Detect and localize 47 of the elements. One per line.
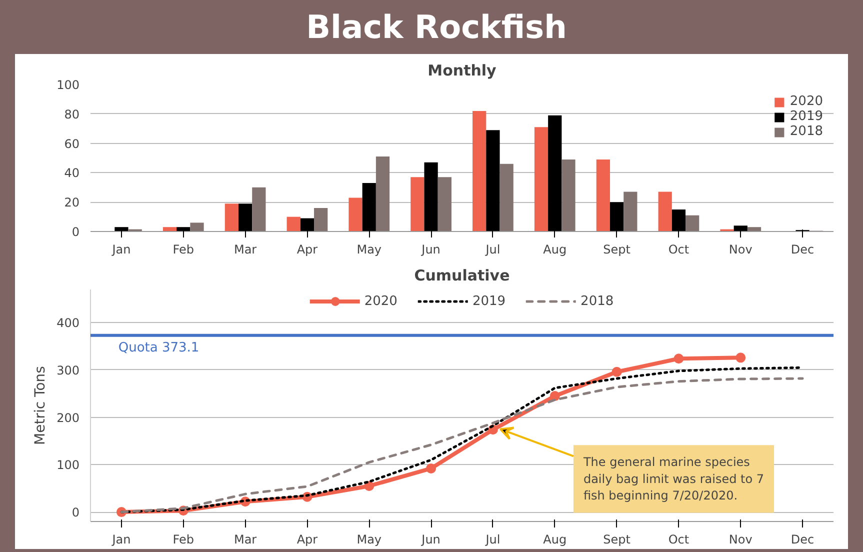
x-tick-label: Aug [543, 242, 567, 256]
x-tick-label: Sept [603, 532, 631, 546]
chart-title: Cumulative [414, 266, 510, 284]
chart-title: Black Rockfish [306, 7, 567, 48]
chart-subtitle: Monthly [428, 62, 497, 80]
x-tick-label: Dec [790, 532, 814, 546]
ref-line-label: Quota 373.1 [118, 340, 200, 356]
y-tick-label: 0 [72, 506, 80, 520]
x-tick-label: Dec [790, 242, 814, 256]
x-tick-label: May [356, 242, 382, 256]
legend-label: 2019 [790, 109, 823, 124]
legend-label: 2020 [364, 294, 398, 308]
y-tick-label: 40 [64, 166, 80, 180]
y-tick-label: 200 [56, 410, 80, 425]
x-tick-label: Sept [603, 242, 631, 256]
x-tick-label: Nov [728, 532, 752, 546]
x-tick-label: Mar [234, 242, 257, 256]
y-tick-label: 0 [72, 225, 80, 239]
x-tick-label: Jul [484, 242, 500, 256]
x-tick-label: Jun [420, 242, 440, 256]
x-tick-label: Jan [111, 242, 131, 256]
x-tick-label: Nov [728, 242, 752, 256]
legend-label: 2018 [790, 124, 823, 139]
x-tick-label: Jul [484, 532, 500, 546]
y-tick-label: 100 [56, 78, 80, 92]
x-tick-label: Apr [296, 242, 318, 256]
x-tick-label: Jan [111, 532, 131, 546]
x-tick-label: Feb [172, 532, 194, 546]
annotation: The general marine species daily bag limit was raised to 7 fish beginning 7/20/2020. [582, 455, 764, 503]
y-tick-label: 20 [64, 196, 80, 210]
x-tick-label: May [356, 532, 382, 546]
y-tick-label: 300 [56, 363, 80, 378]
legend-label: 2018 [580, 294, 614, 308]
y-axis-title: Metric Tons [32, 366, 49, 445]
y-tick-label: 400 [56, 316, 80, 330]
x-tick-label: Oct [668, 532, 690, 546]
x-tick-label: Aug [543, 532, 567, 546]
x-tick-label: Feb [172, 242, 194, 256]
x-tick-label: Apr [296, 532, 318, 546]
legend-label: 2020 [790, 94, 823, 109]
y-tick-label: 100 [56, 458, 80, 472]
legend-label: 2019 [472, 294, 506, 308]
y-tick-label: 60 [64, 136, 80, 151]
x-tick-label: Oct [668, 242, 690, 256]
y-tick-label: 80 [64, 107, 80, 122]
x-tick-label: Jun [420, 532, 440, 546]
x-tick-label: Mar [234, 532, 257, 546]
